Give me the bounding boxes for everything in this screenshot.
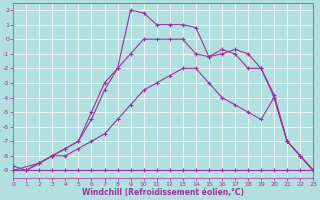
X-axis label: Windchill (Refroidissement éolien,°C): Windchill (Refroidissement éolien,°C) <box>82 188 244 197</box>
